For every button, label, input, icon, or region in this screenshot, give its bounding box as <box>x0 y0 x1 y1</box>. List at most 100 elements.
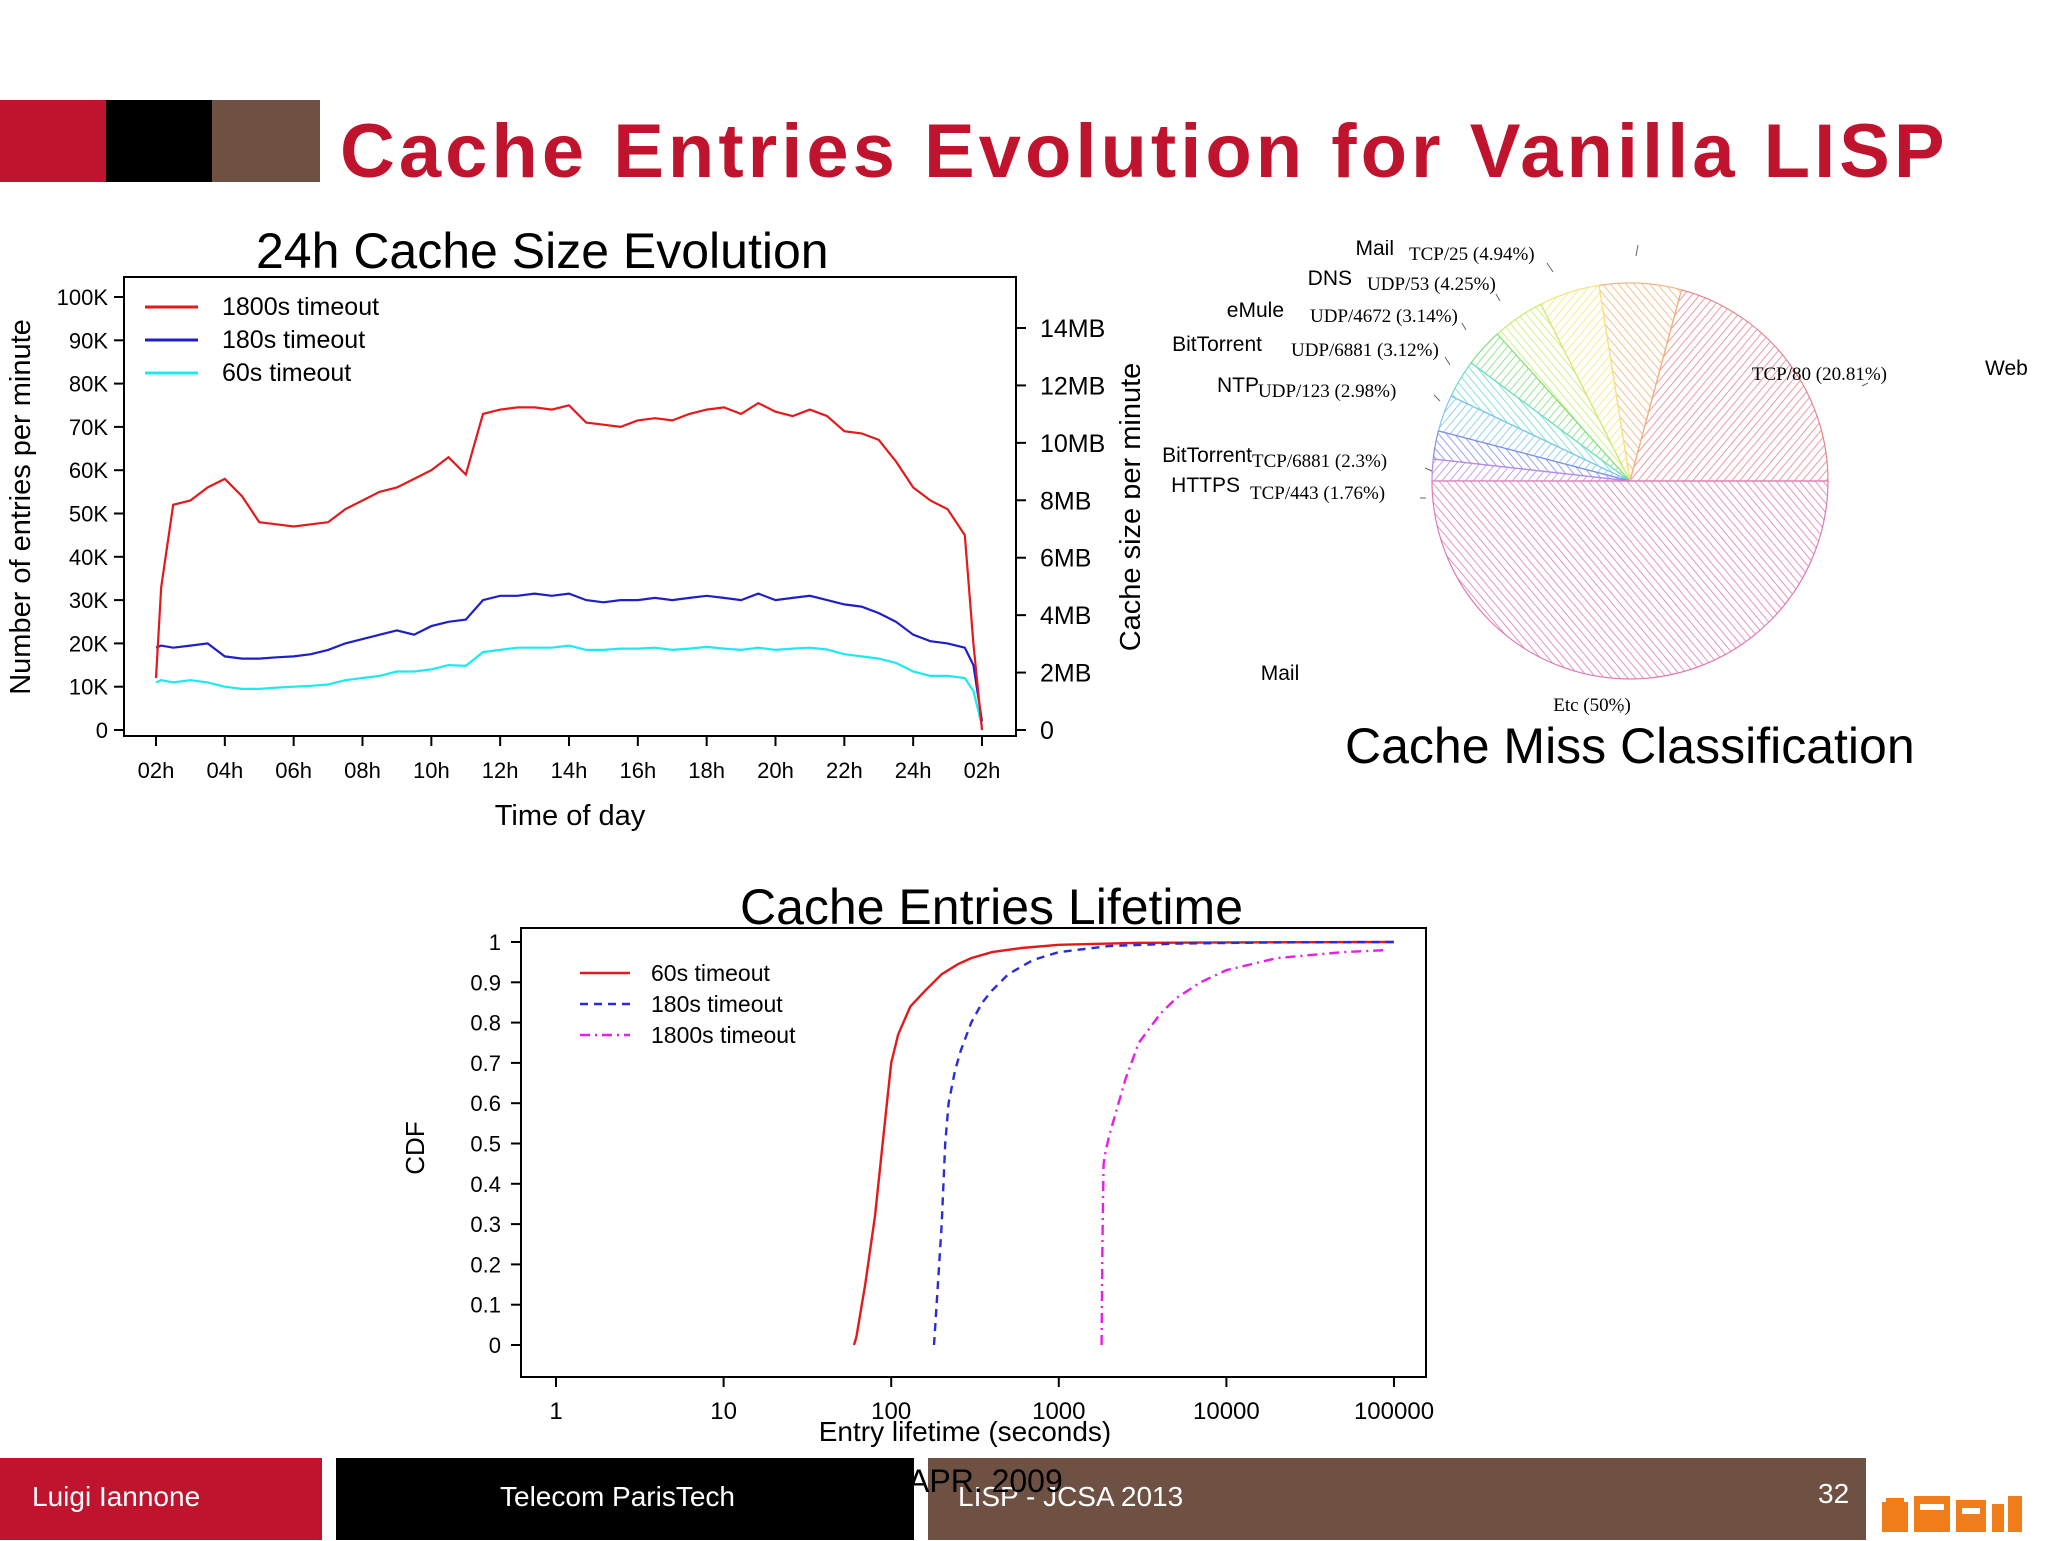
pie-leader-line <box>1495 293 1501 302</box>
y-tick-label: 0.7 <box>470 1051 501 1076</box>
pie-slice-label: TCP/25 (4.94%) <box>1409 244 1535 265</box>
pie-leader-line <box>1619 705 1625 714</box>
series-line <box>155 644 984 726</box>
y-right-tick-label: 6MB <box>1040 545 1091 573</box>
y-right-tick-label: 8MB <box>1040 487 1091 515</box>
x-tick-label: 12h <box>482 758 519 783</box>
y-tick-label: 0 <box>96 718 108 743</box>
series-line <box>155 592 984 722</box>
footer-bar-red <box>0 1458 322 1540</box>
y-tick-label: 100K <box>57 285 109 310</box>
y-tick-label: 0.9 <box>470 970 501 995</box>
x-tick-label: 24h <box>895 758 932 783</box>
pie-slice-name: Web <box>1985 357 2028 380</box>
legend-label: 180s timeout <box>651 991 783 1017</box>
footer-institution: Telecom ParisTech <box>500 1481 735 1512</box>
x-tick-label: 06h <box>275 758 312 783</box>
pie-slice <box>1431 480 1829 680</box>
y-tick-label: 70K <box>69 415 108 440</box>
pie-leader-line <box>1461 322 1467 331</box>
footer-bar-black <box>336 1458 914 1540</box>
x-tick-label: 100000 <box>1354 1398 1434 1425</box>
legend-label: 1800s timeout <box>651 1022 796 1048</box>
y-tick-label: 0.6 <box>470 1091 501 1116</box>
cache-size-chart: 0 10K 20K 30K 40K 50K 60K 70K 80K 90K 100K 0 2MB 4MB 6… <box>5 276 1140 832</box>
pie-slice-name: eMule <box>1227 299 1284 322</box>
y-axis-label: CDF <box>400 1121 430 1174</box>
series-line <box>154 401 984 731</box>
series-line <box>852 940 1395 1346</box>
y-tick-label: 90K <box>69 328 108 353</box>
y-tick-label: 0.8 <box>470 1011 501 1036</box>
footer-event: LISP - JCSA 2013 <box>958 1481 1184 1512</box>
header-bar-red <box>0 100 106 182</box>
y-tick-label: 60K <box>69 458 108 483</box>
y-right-tick-label: 12MB <box>1040 372 1105 400</box>
pie-slice-name: Mail <box>1261 662 1300 685</box>
pie-leader-line <box>1424 467 1433 472</box>
x-tick-label: 08h <box>344 758 381 783</box>
y-tick-label: 50K <box>69 502 108 527</box>
y-tick-label: 0 <box>489 1333 501 1358</box>
pie-slice-label: UDP/123 (2.98%) <box>1258 381 1396 402</box>
y-tick-label: 30K <box>69 588 108 613</box>
pie-slice <box>1629 289 1829 482</box>
y-tick-label: 0.1 <box>470 1293 501 1318</box>
legend-label: 180s timeout <box>222 326 365 354</box>
pie-slice-name: BitTorrent <box>1172 333 1262 356</box>
x-tick-label: 22h <box>826 758 863 783</box>
legend-label: 60s timeout <box>651 960 771 986</box>
x-tick-label: 10000 <box>1193 1398 1260 1425</box>
y-axis-label: Number of entries per minute <box>5 319 37 695</box>
pie-slice-name: NTP <box>1217 374 1259 397</box>
legend-label: 1800s timeout <box>222 293 379 321</box>
footer-author: Luigi Iannone <box>32 1481 201 1512</box>
y-tick-label: 40K <box>69 545 108 570</box>
pie-leader-line <box>1546 262 1554 273</box>
x-tick-label: 1 <box>549 1398 562 1425</box>
y-tick-label: 0.3 <box>470 1212 501 1237</box>
y-right-tick-label: 2MB <box>1040 660 1091 688</box>
y-right-axis-label: Cache size per minute <box>1115 363 1140 652</box>
pie-slice-label: UDP/53 (4.25%) <box>1367 274 1496 295</box>
x-tick-label: 04h <box>206 758 243 783</box>
pie-slice-label: TCP/6881 (2.3%) <box>1252 451 1387 472</box>
footer-bar-brown <box>928 1458 1866 1540</box>
footer-page-number: 32 <box>1818 1478 1850 1509</box>
pie-slice-name: DNS <box>1308 267 1352 290</box>
y-tick-label: 0.2 <box>470 1252 501 1277</box>
y-right-tick-label: 14MB <box>1040 315 1105 343</box>
y-tick-label: 0.4 <box>470 1172 501 1197</box>
series-line <box>1100 948 1387 1346</box>
footer-overlap-text: APR. 2009 <box>908 1463 1063 1499</box>
pie-slice-label: TCP/80 (20.81%) <box>1752 364 1887 385</box>
y-right-tick-label: 0 <box>1040 717 1054 745</box>
y-right-tick-label: 4MB <box>1040 602 1091 630</box>
pie-leader-line <box>1433 394 1441 402</box>
pie-slice-label: TCP/443 (1.76%) <box>1250 483 1385 504</box>
x-tick-label: 16h <box>619 758 656 783</box>
pie-leader-line <box>1635 244 1639 257</box>
y-tick-label: 0.5 <box>470 1132 501 1157</box>
chart3-title: Cache Entries Lifetime <box>740 879 1244 935</box>
pie-leader-line <box>1444 356 1451 366</box>
pie-slice-label: UDP/4672 (3.14%) <box>1310 306 1458 327</box>
x-tick-label: 1000 <box>1032 1398 1085 1425</box>
x-tick-label: 10 <box>710 1398 737 1425</box>
plot-frame <box>520 927 1427 1378</box>
x-tick-label: 20h <box>757 758 794 783</box>
x-axis-label: Time of day <box>495 800 646 832</box>
y-tick-label: 10K <box>69 675 108 700</box>
y-right-tick-label: 10MB <box>1040 430 1105 458</box>
series-line <box>932 940 1395 1346</box>
x-tick-label: 14h <box>551 758 588 783</box>
x-tick-label: 02h <box>964 758 1001 783</box>
chart2-title: Cache Miss Classification <box>1345 718 1915 774</box>
x-axis-label: Entry lifetime (seconds) <box>819 1416 1112 1447</box>
x-tick-label: 18h <box>688 758 725 783</box>
x-tick-label: 02h <box>138 758 175 783</box>
x-tick-label: 100 <box>871 1398 911 1425</box>
pie-slice-label: Etc (50%) <box>1553 695 1631 716</box>
legend-label: 60s timeout <box>222 359 351 387</box>
